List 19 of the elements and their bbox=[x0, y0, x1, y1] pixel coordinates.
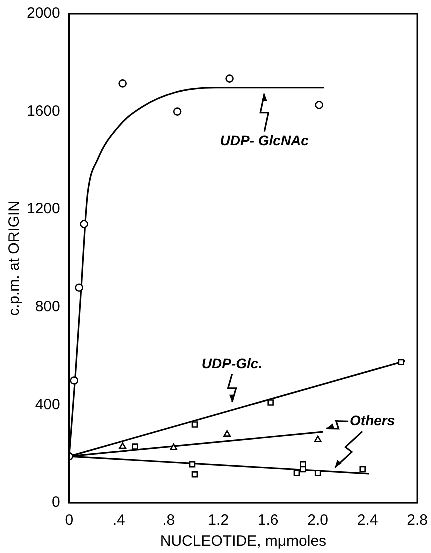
y-tick-label: 800 bbox=[35, 298, 60, 316]
y-tick-label: 2000 bbox=[26, 5, 60, 22]
y-tick-label: 400 bbox=[35, 396, 60, 414]
annotation: UDP- GlcNAc bbox=[220, 132, 310, 149]
x-axis-title: NUCLEOTIDE, mμmoles bbox=[160, 533, 327, 550]
y-tick-label: 1600 bbox=[26, 102, 60, 120]
x-tick-label: 1.6 bbox=[258, 512, 279, 530]
annotation: UDP-Glc. bbox=[202, 355, 263, 372]
y-tick-label: 1200 bbox=[26, 200, 60, 218]
x-tick-label: 2.4 bbox=[357, 512, 378, 530]
x-tick-label: .8 bbox=[162, 512, 176, 530]
annotation: Others bbox=[350, 412, 396, 429]
x-tick-label: 2.8 bbox=[407, 512, 428, 530]
x-tick-label: .4 bbox=[112, 512, 126, 530]
y-axis-title: c.p.m. at ORIGIN bbox=[6, 200, 24, 316]
y-tick-label: 0 bbox=[52, 494, 60, 512]
x-tick-label: 1.2 bbox=[208, 512, 230, 530]
x-tick-label: 0 bbox=[65, 512, 74, 530]
x-tick-label: 2.0 bbox=[308, 512, 329, 530]
